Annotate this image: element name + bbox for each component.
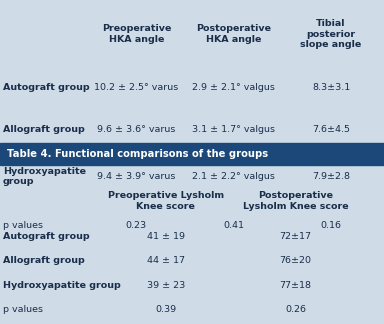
Text: Hydroxyapatite
group: Hydroxyapatite group [3, 167, 86, 186]
Text: 7.9±2.8: 7.9±2.8 [312, 172, 350, 181]
Text: Allograft group: Allograft group [3, 125, 85, 134]
Text: 9.6 ± 3.6° varus: 9.6 ± 3.6° varus [97, 125, 175, 134]
Text: Hydroxyapatite group: Hydroxyapatite group [3, 281, 121, 290]
Text: 0.16: 0.16 [321, 221, 341, 230]
Text: 2.9 ± 2.1° valgus: 2.9 ± 2.1° valgus [192, 83, 275, 92]
Text: 77±18: 77±18 [280, 281, 312, 290]
Text: 8.3±3.1: 8.3±3.1 [312, 83, 350, 92]
Text: p values: p values [3, 221, 43, 230]
Text: 3.1 ± 1.7° valgus: 3.1 ± 1.7° valgus [192, 125, 275, 134]
Text: 76±20: 76±20 [280, 256, 312, 265]
Text: 39 ± 23: 39 ± 23 [147, 281, 185, 290]
Text: Allograft group: Allograft group [3, 256, 85, 265]
Text: 7.6±4.5: 7.6±4.5 [312, 125, 350, 134]
Text: p values: p values [3, 305, 43, 314]
Text: Tibial
posterior
slope angle: Tibial posterior slope angle [300, 19, 362, 49]
Text: Preoperative Lysholm
Knee score: Preoperative Lysholm Knee score [108, 191, 224, 211]
Text: 2.1 ± 2.2° valgus: 2.1 ± 2.2° valgus [192, 172, 275, 181]
Text: 41 ± 19: 41 ± 19 [147, 232, 185, 241]
Text: 10.2 ± 2.5° varus: 10.2 ± 2.5° varus [94, 83, 179, 92]
Text: 72±17: 72±17 [280, 232, 312, 241]
Text: 44 ± 17: 44 ± 17 [147, 256, 185, 265]
Text: Postoperative
HKA angle: Postoperative HKA angle [196, 24, 271, 44]
Text: 9.4 ± 3.9° varus: 9.4 ± 3.9° varus [97, 172, 175, 181]
Text: Table 4. Functional comparisons of the groups: Table 4. Functional comparisons of the g… [7, 149, 268, 159]
Text: 0.23: 0.23 [126, 221, 147, 230]
Text: Autograft group: Autograft group [3, 83, 90, 92]
Text: Preoperative
HKA angle: Preoperative HKA angle [102, 24, 171, 44]
Text: 0.41: 0.41 [223, 221, 244, 230]
Text: 0.39: 0.39 [155, 305, 177, 314]
Text: Autograft group: Autograft group [3, 232, 90, 241]
Text: 0.26: 0.26 [285, 305, 306, 314]
Text: Postoperative
Lysholm Knee score: Postoperative Lysholm Knee score [243, 191, 349, 211]
Bar [0, 143, 384, 165]
